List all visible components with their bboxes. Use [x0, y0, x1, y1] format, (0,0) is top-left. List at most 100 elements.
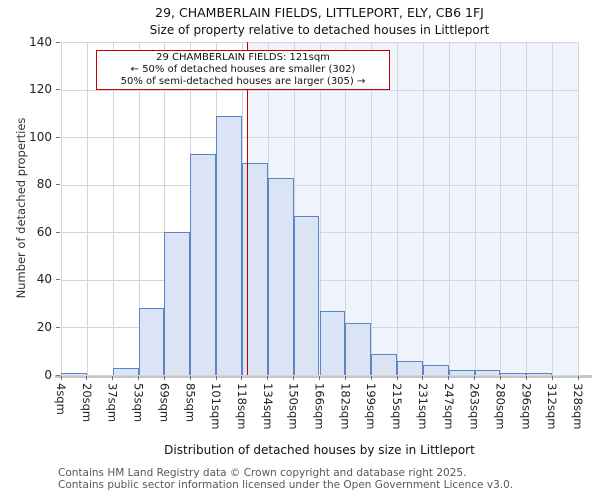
y-tick-label: 100 [29, 129, 52, 144]
bar [422, 365, 449, 375]
horizontal-gridline [61, 137, 578, 139]
x-tick-mark [163, 376, 165, 380]
x-tick-mark [293, 376, 295, 380]
y-tick-mark [56, 89, 60, 91]
x-tick-mark [525, 376, 527, 380]
x-tick-label: 134sqm [260, 383, 275, 430]
x-tick-mark [577, 376, 579, 380]
footer-line-2: Contains public sector information licen… [58, 478, 514, 491]
x-tick-label: 328sqm [571, 383, 585, 430]
y-tick-mark [56, 279, 60, 281]
x-tick-label: 85sqm [183, 383, 198, 423]
vertical-gridline [112, 42, 114, 375]
bar [319, 310, 346, 375]
y-tick-mark [56, 326, 60, 328]
plot-area: 29 CHAMBERLAIN FIELDS: 121sqm ← 50% of d… [55, 42, 592, 378]
x-tick-mark [112, 376, 114, 380]
x-tick-mark [370, 376, 372, 380]
bar [112, 367, 139, 375]
horizontal-gridline [61, 89, 578, 91]
annotation-line-3: 50% of semi-detached houses are larger (… [120, 76, 366, 87]
horizontal-gridline [61, 279, 578, 281]
bar [448, 370, 475, 375]
x-axis-spine [55, 375, 592, 378]
x-tick-label: 118sqm [234, 383, 249, 430]
x-tick-label: 53sqm [131, 383, 146, 423]
chart-subtitle: Size of property relative to detached ho… [149, 23, 490, 37]
annotation-line-2: ← 50% of detached houses are smaller (30… [130, 64, 356, 75]
y-tick-label: 20 [36, 319, 52, 334]
bar [397, 360, 423, 375]
annotation-line-1: 29 CHAMBERLAIN FIELDS: 121sqm [156, 52, 330, 63]
x-tick-mark [396, 376, 398, 380]
x-tick-label: 150sqm [286, 383, 301, 430]
y-tick-label: 120 [29, 82, 52, 97]
bar [267, 177, 294, 375]
vertical-gridline [164, 42, 166, 375]
vertical-gridline [293, 42, 295, 375]
y-tick-mark [56, 374, 60, 376]
vertical-gridline [345, 42, 347, 375]
x-tick-mark [241, 376, 243, 380]
x-tick-mark [267, 376, 269, 380]
x-tick-label: 280sqm [493, 383, 508, 430]
vertical-gridline [448, 42, 450, 375]
x-tick-mark [344, 376, 346, 380]
bar [293, 215, 320, 375]
vertical-gridline [422, 42, 424, 375]
y-tick-label: 140 [29, 34, 52, 49]
x-tick-label: 199sqm [364, 383, 379, 430]
bar [216, 115, 242, 375]
x-tick-label: 231sqm [415, 383, 430, 430]
horizontal-gridline [61, 375, 578, 376]
vertical-gridline [86, 42, 88, 375]
x-tick-label: 166sqm [312, 383, 327, 430]
property-marker-line [246, 42, 249, 375]
x-tick-label: 4sqm [54, 383, 68, 415]
chart-title: 29, CHAMBERLAIN FIELDS, LITTLEPORT, ELY,… [155, 5, 484, 20]
x-tick-label: 20sqm [79, 383, 94, 423]
vertical-gridline [61, 42, 62, 375]
x-tick-mark [86, 376, 88, 380]
bar [164, 232, 191, 375]
vertical-gridline [474, 42, 476, 375]
bar [61, 372, 87, 375]
bar [241, 163, 268, 375]
x-tick-label: 215sqm [390, 383, 405, 430]
x-axis-label: Distribution of detached houses by size … [164, 443, 475, 457]
x-tick-label: 263sqm [467, 383, 482, 430]
footer-line-1: Contains HM Land Registry data © Crown c… [58, 467, 467, 479]
vertical-gridline [500, 42, 502, 375]
x-tick-label: 247sqm [441, 383, 456, 430]
x-tick-mark [138, 376, 140, 380]
y-tick-mark [56, 41, 60, 43]
bar [190, 153, 217, 375]
bar [345, 322, 372, 375]
x-tick-mark [319, 376, 320, 380]
bar [526, 372, 553, 375]
x-tick-mark [60, 376, 62, 380]
x-tick-mark [474, 376, 476, 380]
x-tick-mark [499, 376, 501, 380]
y-tick-label: 40 [36, 272, 52, 287]
vertical-gridline [397, 42, 399, 375]
y-tick-label: 0 [44, 367, 52, 382]
footer: Contains HM Land Registry data © Crown c… [58, 467, 514, 491]
horizontal-gridline [61, 42, 578, 43]
vertical-gridline [578, 42, 579, 375]
x-tick-label: 296sqm [519, 383, 534, 430]
bar [474, 370, 501, 375]
horizontal-gridline [61, 184, 578, 186]
horizontal-gridline [61, 232, 578, 234]
x-tick-label: 37sqm [105, 383, 120, 423]
vertical-gridline [319, 42, 321, 375]
x-tick-label: 69sqm [157, 383, 172, 423]
y-tick-label: 80 [36, 177, 52, 192]
bar [371, 353, 398, 375]
bar [500, 372, 527, 375]
x-tick-mark [448, 376, 450, 380]
x-tick-mark [189, 376, 191, 380]
x-tick-label: 312sqm [545, 383, 560, 430]
bar [138, 308, 165, 375]
x-tick-label: 101sqm [209, 383, 224, 430]
